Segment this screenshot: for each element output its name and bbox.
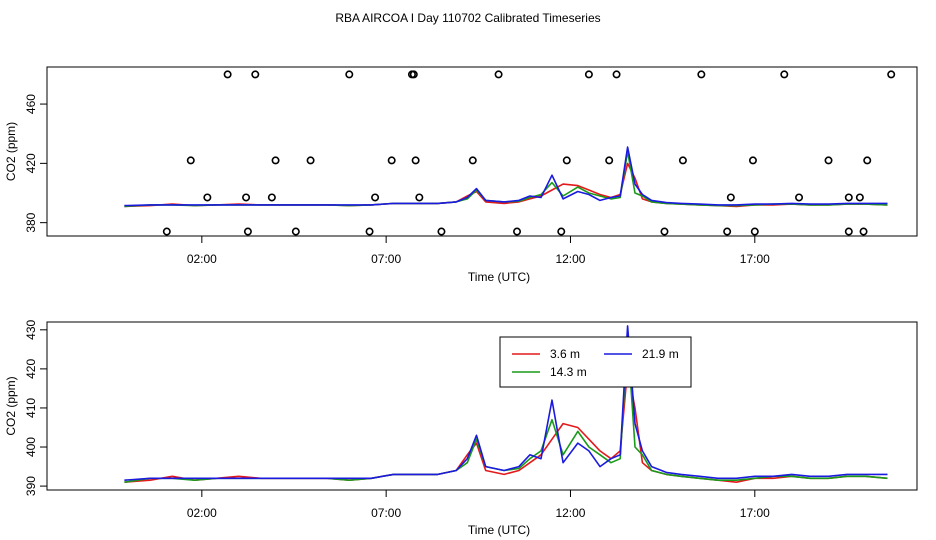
- data-point: [415, 193, 424, 202]
- legend-label: 21.9 m: [642, 347, 679, 361]
- chart-title: RBA AIRCOA I Day 110702 Calibrated Times…: [335, 11, 600, 25]
- data-point: [748, 156, 757, 165]
- lower-panel: 02:00 07:00 12:00 17:00 390 400 410 420 430 Time …: [4, 319, 918, 537]
- data-point: [365, 227, 374, 236]
- data-point: [863, 156, 872, 165]
- data-point: [697, 70, 706, 79]
- data-point: [584, 70, 593, 79]
- legend: 3.6 m 14.3 m 21.9 m: [499, 336, 692, 388]
- y-tick-label: 410: [24, 398, 38, 418]
- data-point: [387, 156, 396, 165]
- data-point: [750, 227, 759, 236]
- upper-panel: 02:00 07:00 12:00 17:00 380 420 460 Time (UTC) C…: [4, 66, 918, 284]
- data-point: [162, 227, 171, 236]
- x-tick-label: 07:00: [371, 506, 401, 520]
- scatter-points: [162, 70, 896, 236]
- data-point: [223, 70, 232, 79]
- data-point: [411, 156, 420, 165]
- y-tick-label: 400: [24, 437, 38, 457]
- data-point: [203, 193, 212, 202]
- y-tick-label: 380: [24, 212, 38, 232]
- data-point: [780, 70, 789, 79]
- series-line-21-9-m: [124, 325, 888, 481]
- x-tick-label: 17:00: [740, 506, 770, 520]
- y-tick-label: 420: [24, 153, 38, 173]
- data-point: [844, 227, 853, 236]
- x-tick-label: 12:00: [555, 506, 585, 520]
- x-tick-label: 02:00: [187, 252, 217, 266]
- data-point: [345, 70, 354, 79]
- y-axis-label: CO2 (ppm): [4, 376, 18, 435]
- y-axis-label: CO2 (ppm): [4, 122, 18, 181]
- series-line-3-6-m: [124, 162, 888, 208]
- data-point: [186, 156, 195, 165]
- data-point: [251, 70, 260, 79]
- data-point: [795, 193, 804, 202]
- data-point: [306, 156, 315, 165]
- data-point: [855, 193, 864, 202]
- data-point: [678, 156, 687, 165]
- data-point: [887, 70, 896, 79]
- data-point: [513, 227, 522, 236]
- series-line-21-9-m: [124, 146, 888, 207]
- data-point: [242, 193, 251, 202]
- y-tick-label: 420: [24, 359, 38, 379]
- plot-frame: [46, 321, 918, 491]
- x-tick-label: 12:00: [555, 252, 585, 266]
- data-point: [605, 156, 614, 165]
- y-tick-label: 460: [24, 94, 38, 114]
- data-point: [468, 156, 477, 165]
- series-line-14-3-m: [124, 150, 888, 208]
- data-point: [660, 227, 669, 236]
- y-tick-label: 430: [24, 319, 38, 339]
- data-point: [562, 156, 571, 165]
- data-point: [243, 227, 252, 236]
- data-point: [437, 227, 446, 236]
- series-lines: [124, 146, 888, 208]
- data-point: [557, 227, 566, 236]
- data-point: [824, 156, 833, 165]
- x-axis-label: Time (UTC): [468, 270, 530, 284]
- data-point: [859, 227, 868, 236]
- data-point: [726, 193, 735, 202]
- legend-label: 3.6 m: [550, 347, 580, 361]
- data-point: [409, 70, 418, 79]
- data-point: [291, 227, 300, 236]
- series-lines: [124, 325, 888, 484]
- y-tick-label: 390: [24, 476, 38, 496]
- data-point: [612, 70, 621, 79]
- data-point: [371, 193, 380, 202]
- data-point: [844, 193, 853, 202]
- x-tick-label: 02:00: [187, 506, 217, 520]
- data-point: [723, 227, 732, 236]
- x-tick-label: 07:00: [371, 252, 401, 266]
- data-point: [494, 70, 503, 79]
- plot-frame: [46, 66, 918, 237]
- legend-label: 14.3 m: [550, 365, 587, 379]
- x-tick-label: 17:00: [740, 252, 770, 266]
- legend-box: [499, 336, 692, 388]
- data-point: [271, 156, 280, 165]
- x-axis-label: Time (UTC): [468, 523, 530, 537]
- data-point: [267, 193, 276, 202]
